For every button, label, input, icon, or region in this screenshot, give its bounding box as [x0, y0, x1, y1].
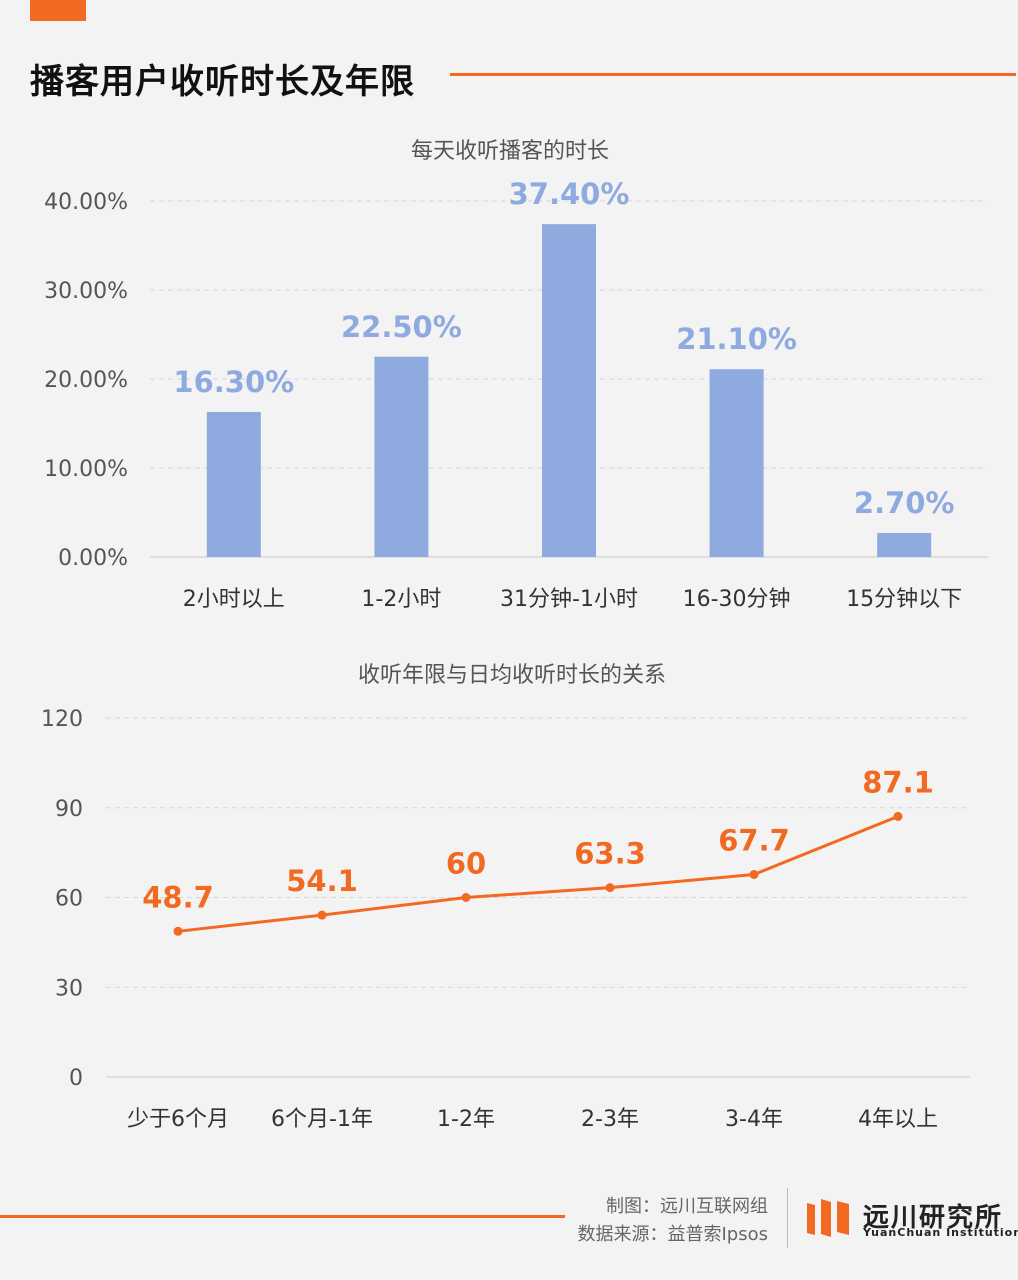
title-rule	[450, 73, 1016, 76]
page-title: 播客用户收听时长及年限	[30, 62, 415, 102]
line-x-tick-label: 2-3年	[581, 1107, 639, 1132]
line-y-tick-label: 90	[55, 797, 83, 822]
credit-maker: 制图：远川互联网组	[606, 1196, 768, 1217]
bar-data-label: 2.70%	[854, 486, 955, 520]
line-x-tick-label: 6个月-1年	[271, 1107, 373, 1132]
logo-text-cn: 远川研究所	[863, 1203, 1004, 1233]
line-chart-title: 收听年限与日均收听时长的关系	[358, 663, 666, 688]
bar	[877, 532, 932, 557]
series-line	[177, 815, 899, 933]
duration-bar-chart: 每天收听播客的时长 0.00% 10.00% 20.00% 30.00% 40.00% 16…	[44, 139, 988, 612]
bar-x-tick-label: 16-30分钟	[683, 587, 791, 612]
line-point	[893, 811, 903, 821]
bar	[206, 411, 261, 557]
line-x-tick-label: 1-2年	[437, 1107, 495, 1132]
line-y-tick-label: 60	[55, 887, 83, 912]
line-x-tick-label: 4年以上	[858, 1107, 938, 1132]
years-line-chart: 收听年限与日均收听时长的关系 0 30 60 90 120 48.7 少于6个月 54.1 6个月…	[41, 663, 970, 1132]
footer-divider	[787, 1188, 788, 1248]
line-data-label: 48.7	[142, 880, 214, 914]
bar	[542, 224, 596, 557]
bar-data-label: 21.10%	[676, 322, 797, 356]
line-y-tick-label: 30	[55, 976, 83, 1001]
bar-y-tick-label: 40.00%	[44, 190, 128, 215]
bar-data-label: 22.50%	[341, 310, 462, 344]
bar	[374, 356, 429, 557]
line-y-tick-label: 0	[69, 1066, 83, 1091]
bar-y-tick-label: 30.00%	[44, 279, 128, 304]
line-point	[461, 893, 471, 902]
line-point	[749, 869, 759, 879]
line-point	[317, 910, 327, 920]
logo-mark-icon	[807, 1199, 849, 1237]
bar-data-label: 16.30%	[173, 365, 294, 399]
line-point	[173, 926, 183, 936]
top-accent-bar	[30, 0, 86, 21]
credit-source: 数据来源：益普索Ipsos	[577, 1224, 768, 1245]
footer-rule	[0, 1215, 565, 1218]
line-data-label: 54.1	[286, 864, 358, 898]
line-point	[605, 883, 615, 893]
logo-text-en: YuanChuan Institution	[863, 1226, 1018, 1239]
bar-y-tick-label: 0.00%	[58, 546, 128, 571]
bar-chart-title: 每天收听播客的时长	[411, 139, 609, 164]
bar-x-tick-label: 2小时以上	[183, 587, 285, 612]
line-y-tick-label: 120	[41, 707, 83, 732]
bar-data-label: 37.40%	[509, 177, 630, 211]
institution-logo: 远川研究所 YuanChuan Institution	[805, 1197, 1018, 1242]
bar	[709, 369, 764, 557]
line-data-label: 63.3	[574, 837, 646, 871]
line-x-tick-label: 少于6个月	[127, 1107, 229, 1132]
line-data-label: 67.7	[718, 823, 790, 857]
bar-x-tick-label: 31分钟-1小时	[500, 587, 638, 612]
bar-y-tick-label: 10.00%	[44, 457, 128, 482]
line-data-label: 60	[446, 847, 486, 881]
line-x-tick-label: 3-4年	[725, 1107, 783, 1132]
bar-x-tick-label: 1-2小时	[361, 587, 441, 612]
bar-x-tick-label: 15分钟以下	[846, 587, 962, 612]
bar-y-tick-label: 20.00%	[44, 368, 128, 393]
line-data-label: 87.1	[862, 765, 934, 799]
